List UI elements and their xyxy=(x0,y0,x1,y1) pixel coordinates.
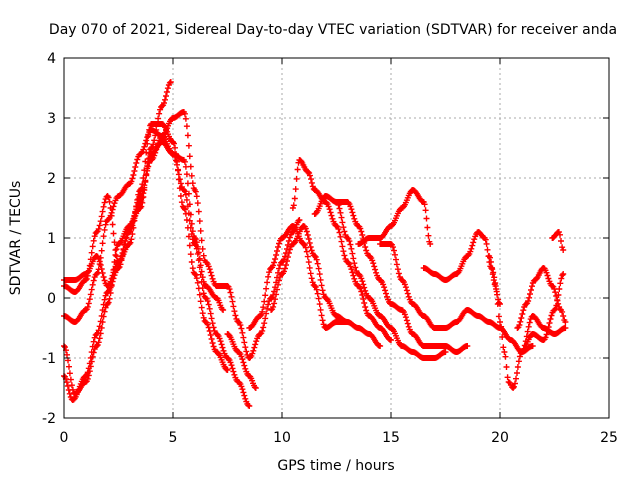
point-markers xyxy=(486,253,569,391)
x-axis-label: GPS time / hours xyxy=(277,458,394,474)
point-markers xyxy=(268,223,384,349)
point-markers xyxy=(311,193,449,361)
series-track-6 xyxy=(224,331,259,391)
y-tick-label: -2 xyxy=(42,411,56,427)
x-tick-label: 5 xyxy=(169,430,178,446)
series-track-11 xyxy=(333,199,471,355)
x-tick-label: 20 xyxy=(491,430,509,446)
series-track-7 xyxy=(246,223,351,331)
x-tick-label: 10 xyxy=(273,430,291,446)
series-track-18 xyxy=(549,229,567,253)
point-markers xyxy=(333,199,471,355)
series-track-15 xyxy=(486,253,569,391)
y-tick-label: -1 xyxy=(42,351,56,367)
y-axis-label: SDTVAR / TECUs xyxy=(8,181,24,296)
data-points xyxy=(61,79,569,409)
point-markers xyxy=(246,223,351,331)
axis-ticks: 0 5 10 15 20 25 -2 -1 0 1 2 3 4 xyxy=(42,51,618,446)
point-markers xyxy=(549,229,567,253)
chart-title: Day 070 of 2021, Sidereal Day-to-day VTE… xyxy=(49,22,617,38)
point-markers xyxy=(518,271,567,355)
point-markers xyxy=(377,241,536,355)
x-tick-label: 0 xyxy=(60,430,69,446)
x-tick-label: 15 xyxy=(382,430,400,446)
point-markers xyxy=(224,331,259,391)
point-markers xyxy=(514,265,569,331)
y-tick-label: 3 xyxy=(47,111,56,127)
series-track-13 xyxy=(377,241,536,355)
series-track-2 xyxy=(61,121,231,373)
y-tick-label: 0 xyxy=(47,291,56,307)
point-markers xyxy=(355,187,434,247)
point-markers xyxy=(61,121,231,373)
x-tick-label: 25 xyxy=(600,430,618,446)
series-track-10 xyxy=(311,193,449,361)
series-track-16 xyxy=(514,265,569,331)
series-track-12 xyxy=(355,187,434,247)
grid xyxy=(64,58,609,418)
y-tick-label: 2 xyxy=(47,171,56,187)
y-tick-label: 4 xyxy=(47,51,56,67)
y-tick-label: 1 xyxy=(47,231,56,247)
series-track-8 xyxy=(268,223,384,349)
series-track-17 xyxy=(518,271,567,355)
